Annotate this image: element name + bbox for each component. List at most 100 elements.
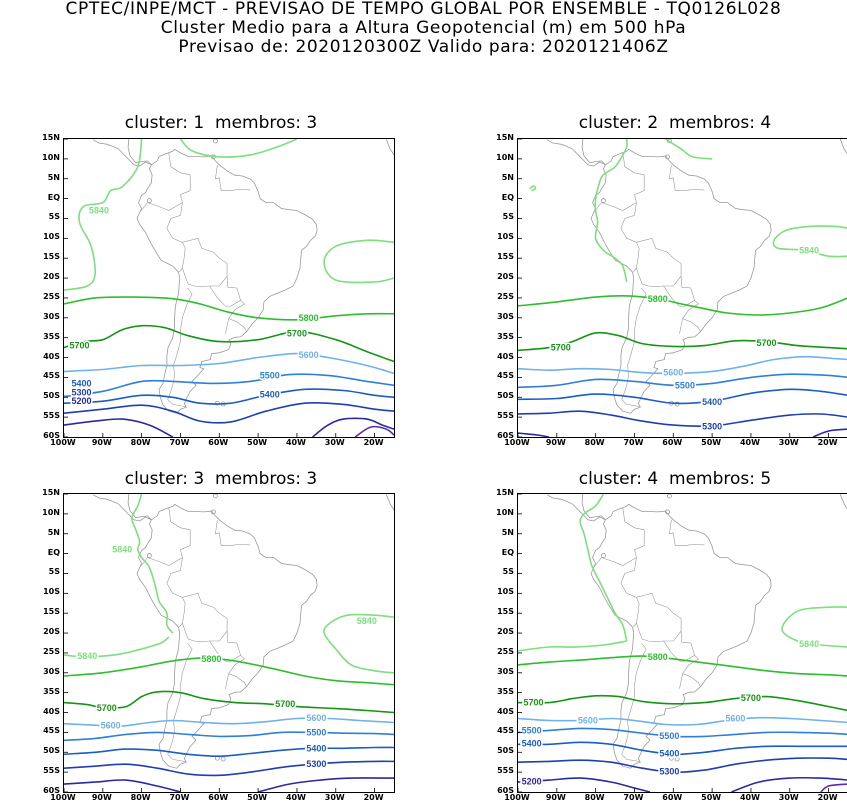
country-border — [168, 152, 191, 216]
country-border — [620, 570, 640, 628]
lat-tick-label: 55S — [497, 766, 514, 776]
contour-line-5300 — [64, 401, 394, 424]
lon-tick-label: 20W — [817, 793, 838, 802]
map-panel-cluster-3: 5840 5840 5840 5800 5700 5700 5600 5600 5500 5400… — [63, 493, 395, 793]
contour-line-5400 — [518, 741, 847, 756]
lon-tick-label: 60W — [208, 793, 229, 802]
country-border — [139, 202, 183, 213]
south-america-coastline — [136, 148, 318, 414]
lon-tick-label: 80W — [584, 438, 605, 447]
country-border — [225, 318, 229, 334]
contour-label: 5840 — [799, 245, 819, 255]
contour-label: 5840 — [112, 545, 132, 555]
contour-line-5200 — [64, 418, 174, 437]
contour-line-5800 — [64, 657, 394, 686]
contour-label: 5840 — [77, 651, 97, 661]
lon-tick-label: 80W — [584, 793, 605, 802]
contour-line-5840 — [179, 139, 298, 158]
lat-tick-label: 10S — [497, 587, 514, 597]
island — [665, 509, 670, 515]
lat-tick-label: 15N — [42, 488, 60, 497]
island — [147, 198, 152, 203]
country-border — [209, 276, 241, 308]
lat-tick-label: 5S — [48, 567, 60, 577]
map-panel-cluster-1: 5840 5800 5700 5700 5600 5500 5400 5400 5300 5200 — [63, 138, 395, 438]
lon-tick-label: 50W — [701, 438, 722, 447]
contour-label: 5800 — [648, 652, 668, 662]
contour-line-5800 — [518, 295, 847, 316]
panel-2-title: cluster: 2 membros: 4 — [578, 113, 772, 133]
lat-tick-label: 10S — [43, 232, 60, 242]
lat-tick-label: 45S — [43, 726, 60, 736]
contour-line-5840 — [131, 494, 174, 634]
lat-tick-label: 15S — [43, 607, 60, 617]
central-america-coastline — [581, 139, 606, 166]
island — [667, 494, 672, 499]
figure-title-line2: Cluster Medio para a Altura Geopotencial… — [160, 18, 687, 38]
lat-tick-label: 10N — [496, 507, 514, 517]
contour-label: 5300 — [702, 421, 722, 431]
contour-label: 5400 — [522, 739, 542, 749]
island — [674, 756, 680, 762]
lon-tick-label: 60W — [662, 793, 683, 802]
country-border — [168, 507, 191, 571]
country-border — [215, 164, 251, 191]
lon-tick-label: 20W — [363, 793, 384, 802]
contour-label: 5700 — [97, 703, 117, 713]
contour-line-5200 — [731, 776, 847, 792]
contour-line-5300 — [518, 757, 847, 773]
lat-tick-label: 15S — [497, 252, 514, 262]
contour-line-5500 — [64, 731, 394, 742]
country-border — [679, 318, 683, 334]
lat-tick-label: 50S — [43, 391, 60, 401]
lon-tick-label: 60W — [662, 438, 683, 447]
country-border — [621, 642, 647, 763]
lat-tick-label: 15S — [43, 252, 60, 262]
island — [147, 553, 152, 558]
island — [220, 756, 226, 762]
lat-tick-label: 50S — [497, 391, 514, 401]
island — [213, 494, 218, 499]
contour-label: 5700 — [551, 343, 571, 353]
country-border — [622, 507, 645, 571]
contour-label: 5800 — [202, 654, 222, 664]
lon-tick-label: 30W — [778, 793, 799, 802]
contour-label: 5200 — [71, 396, 91, 406]
lon-tick-label: 30W — [324, 438, 345, 447]
country-border — [636, 592, 682, 643]
country-border — [166, 215, 186, 273]
lon-tick-label: 40W — [739, 793, 760, 802]
contour-label: 5800 — [299, 313, 319, 323]
lat-tick-label: 5S — [48, 212, 60, 222]
lon-tick-label: 90W — [91, 438, 112, 447]
lat-tick-label: 40S — [43, 706, 60, 716]
south-america-coastline — [136, 503, 318, 769]
country-border — [682, 655, 701, 687]
lat-tick-label: 35S — [497, 331, 514, 341]
contour-line-5200 — [312, 417, 394, 437]
lat-tick-label: 10N — [496, 152, 514, 162]
contour-label: 5840 — [799, 639, 819, 649]
lat-tick-label: 40S — [497, 706, 514, 716]
contour-label: 5500 — [306, 727, 326, 737]
central-america-coastline — [127, 139, 152, 166]
central-america-coastline — [546, 494, 606, 522]
contour-line-5700 — [64, 324, 394, 363]
contour-label: 5300 — [71, 387, 91, 397]
lat-tick-label: 15S — [497, 607, 514, 617]
lat-tick-label: 50S — [497, 746, 514, 756]
contour-label: 5400 — [260, 389, 280, 399]
country-border — [166, 570, 186, 628]
central-america-coastline — [127, 494, 152, 521]
country-border — [593, 202, 637, 213]
country-border — [593, 557, 637, 568]
country-border — [621, 287, 647, 408]
contour-label: 5600 — [578, 715, 598, 725]
lon-tick-label: 40W — [285, 793, 306, 802]
country-border — [167, 287, 193, 408]
contour-line-5200 — [812, 428, 847, 437]
lat-tick-label: 30S — [497, 666, 514, 676]
lat-tick-label: 5N — [47, 527, 60, 537]
lat-tick-label: 15N — [496, 488, 514, 497]
